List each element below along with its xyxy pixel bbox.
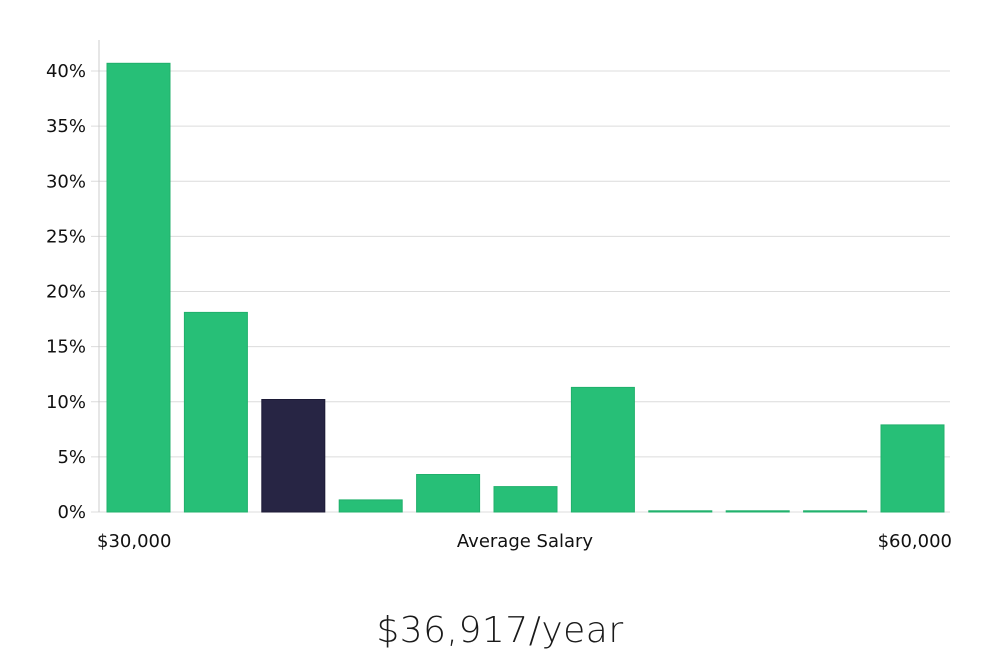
y-axis-ticks: 0% 5% 10% 15% 20% 25% 30% 35% 40% — [46, 61, 86, 523]
bar — [570, 386, 635, 513]
y-tick-label: 5% — [57, 447, 86, 468]
bar — [803, 510, 868, 513]
bar — [416, 474, 481, 513]
bar — [648, 510, 713, 513]
y-tick-label: 30% — [46, 171, 86, 192]
bar — [106, 62, 171, 513]
bar — [261, 399, 326, 513]
average-salary-value: $36,917/year — [376, 610, 624, 651]
salary-distribution-chart: 0% 5% 10% 15% 20% 25% 30% 35% 40% $30,000 Averag… — [46, 40, 952, 552]
x-axis-label: Average Salary — [457, 531, 594, 552]
bars — [106, 62, 945, 513]
y-tick-label: 35% — [46, 116, 86, 137]
x-range-max-label: $60,000 — [878, 531, 952, 552]
bar — [725, 510, 790, 513]
bar — [493, 486, 558, 513]
x-range-min-label: $30,000 — [97, 531, 171, 552]
y-tick-label: 25% — [46, 226, 86, 247]
bar — [183, 311, 248, 513]
y-tick-label: 15% — [46, 337, 86, 358]
y-tick-label: 0% — [57, 502, 86, 523]
bar — [880, 424, 945, 513]
y-tick-label: 20% — [46, 282, 86, 303]
bar — [338, 499, 403, 513]
y-tick-label: 10% — [46, 392, 86, 413]
y-tick-label: 40% — [46, 61, 86, 82]
